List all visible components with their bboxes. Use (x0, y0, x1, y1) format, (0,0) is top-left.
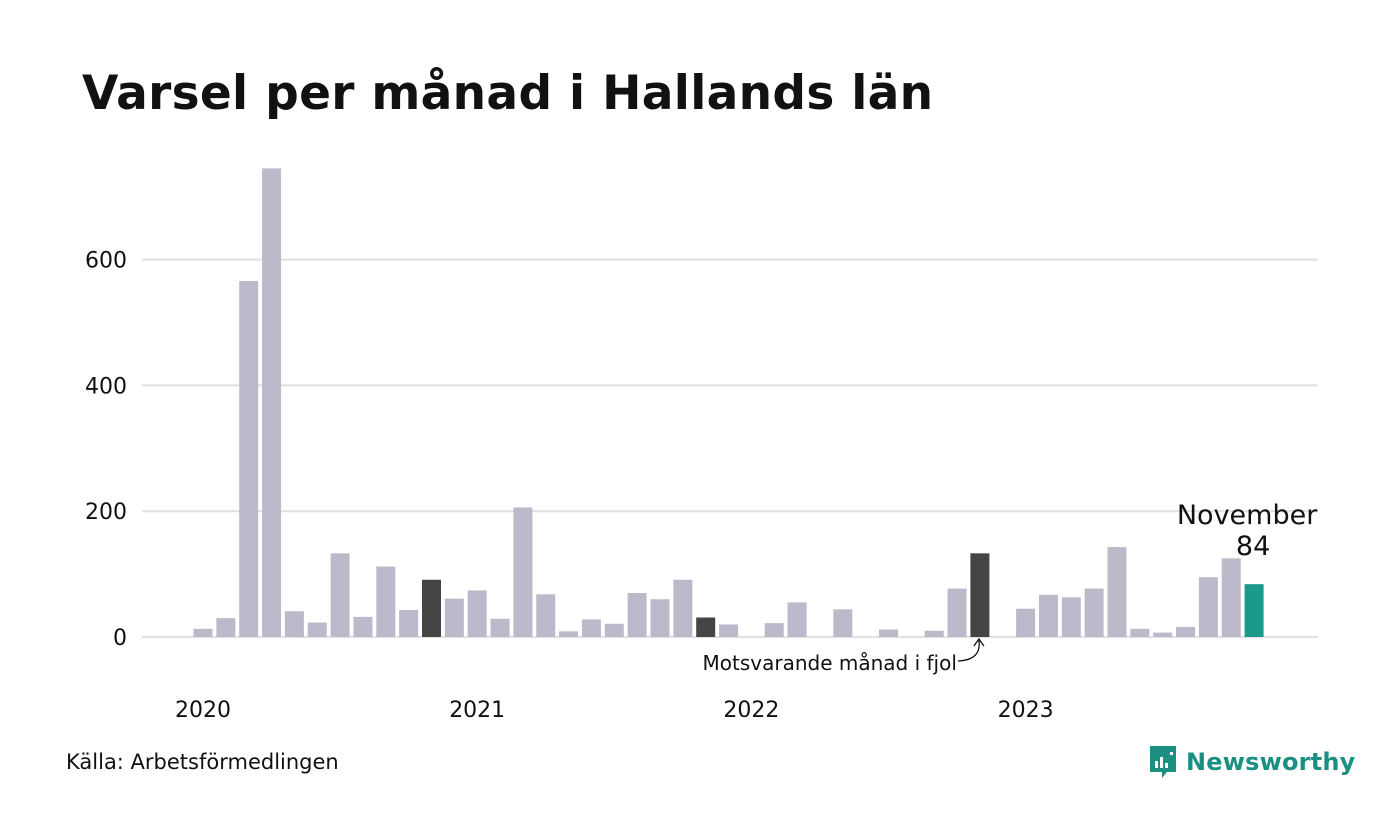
brand-name: Newsworthy (1186, 748, 1356, 776)
bar-2022-05 (833, 609, 853, 637)
bar-2020-01 (193, 628, 213, 637)
bar-2023-11 (1244, 584, 1264, 637)
bar-2022-09 (924, 630, 944, 637)
bar-2022-03 (787, 602, 807, 637)
y-tick-label: 400 (85, 374, 127, 399)
bar-2023-05 (1107, 547, 1127, 637)
bar-2020-02 (216, 618, 236, 637)
gridlines (142, 258, 1318, 639)
bar-2021-02 (490, 618, 510, 637)
x-axis-tick-labels: 2020 2021 2022 2023 (175, 698, 1054, 723)
bar-2022-02 (764, 623, 784, 637)
bar-2023-02 (1038, 594, 1058, 637)
previous-year-annotation: Motsvarande månad i fjol (703, 651, 957, 675)
bar-2023-10 (1221, 558, 1241, 637)
bar-2020-03 (239, 280, 259, 637)
bar-2023-07 (1153, 632, 1173, 637)
bar-2021-10 (673, 579, 693, 637)
bar-2021-01 (467, 590, 487, 637)
bar-2020-09 (376, 566, 396, 637)
current-month-label: November (1177, 500, 1318, 531)
bar-2021-12 (719, 624, 739, 637)
bar-2021-09 (650, 599, 670, 637)
chart-title: Varsel per månad i Hallands län (82, 66, 934, 121)
current-value-label: 84 (1236, 531, 1270, 562)
bar-2020-12 (444, 598, 464, 637)
bar-2020-04 (262, 168, 282, 637)
bar-2022-07 (879, 629, 898, 637)
bars (193, 168, 1264, 637)
source-label: Källa: Arbetsförmedlingen (66, 750, 339, 774)
y-axis-tick-labels: 0 200 400 600 (85, 249, 127, 651)
bar-2021-08 (627, 592, 647, 637)
bar-2023-04 (1084, 588, 1104, 637)
bar-2020-05 (284, 611, 304, 637)
bar-2021-04 (536, 594, 556, 637)
previous-year-arrowhead (973, 637, 985, 647)
x-tick-label: 2023 (998, 698, 1054, 723)
y-tick-label: 0 (113, 626, 127, 651)
x-tick-label: 2021 (449, 698, 505, 723)
bar-2022-10 (947, 588, 967, 637)
bar-2022-11 (970, 553, 990, 637)
bar-2021-11 (696, 617, 716, 637)
y-tick-label: 200 (85, 500, 127, 525)
bar-2020-08 (353, 616, 373, 637)
newsworthy-logo-icon (1150, 746, 1176, 778)
previous-year-arrow (957, 639, 980, 662)
bar-2021-06 (581, 619, 601, 637)
bar-2023-01 (1016, 608, 1036, 637)
bar-2020-11 (422, 579, 441, 637)
bar-2023-03 (1061, 597, 1081, 637)
bar-2023-06 (1130, 628, 1150, 637)
bar-2020-06 (307, 622, 327, 637)
bar-2023-08 (1176, 626, 1196, 637)
brand-logo: Newsworthy (1148, 744, 1356, 780)
x-tick-label: 2022 (723, 698, 779, 723)
bar-2021-03 (513, 507, 533, 637)
x-tick-label: 2020 (175, 698, 231, 723)
bar-2021-07 (604, 623, 624, 637)
bar-2023-09 (1198, 577, 1218, 637)
bar-2020-07 (330, 553, 350, 637)
annotations: November 84 Motsvarande månad i fjol (703, 500, 1319, 675)
bar-2020-10 (399, 609, 419, 637)
y-tick-label: 600 (85, 249, 127, 274)
bar-2021-05 (559, 631, 579, 637)
